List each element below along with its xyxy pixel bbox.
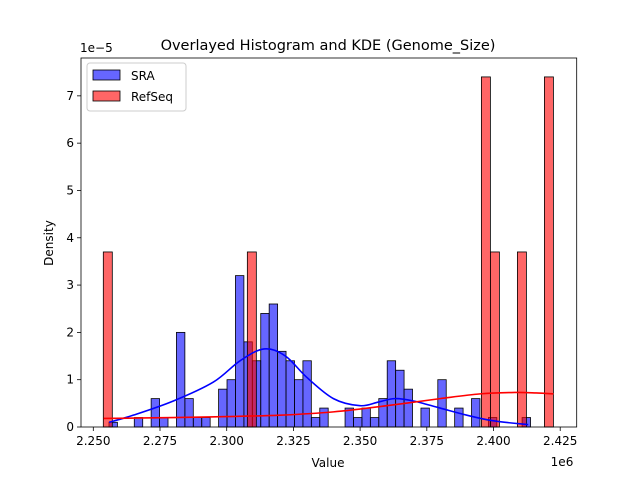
legend-swatch-sra	[92, 69, 121, 81]
bar-refseq	[480, 76, 491, 428]
y-tick-label: 7	[66, 89, 74, 103]
bar-sra	[268, 303, 279, 428]
legend-swatch-refseq	[92, 90, 121, 102]
bar-refseq	[246, 251, 257, 428]
bar-sra	[294, 379, 304, 428]
y-offset-label: 1e−5	[80, 41, 113, 55]
x-offset-label: 1e6	[551, 455, 574, 469]
bar-sra	[353, 417, 363, 428]
y-tick-label: 4	[66, 231, 74, 245]
plot-frame	[80, 57, 578, 428]
kde-line-sra	[108, 348, 529, 426]
x-tick-label: 2.375	[410, 434, 444, 448]
bar-sra	[310, 417, 321, 428]
x-axis-label: Value	[312, 456, 345, 470]
y-axis-label: Density	[42, 220, 56, 266]
bar-sra	[454, 407, 464, 428]
bar-refseq	[516, 251, 527, 428]
legend-label-refseq: RefSeq	[131, 90, 173, 104]
bar-sra	[201, 417, 211, 428]
x-tick-label: 2.275	[143, 434, 177, 448]
bar-refseq	[489, 251, 500, 428]
bar-sra	[176, 331, 186, 428]
bar-sra	[150, 398, 160, 428]
bar-sra	[319, 407, 329, 428]
y-tick-label: 2	[66, 325, 74, 339]
y-tick-label: 6	[66, 136, 74, 150]
bar-sra	[302, 360, 312, 428]
bar-sra	[159, 417, 169, 428]
x-tick-label: 2.425	[543, 434, 577, 448]
bar-sra	[437, 379, 447, 428]
bar-refseq	[544, 76, 554, 428]
bar-sra	[471, 398, 481, 428]
y-tick-label: 5	[66, 183, 74, 197]
bar-sra	[420, 407, 430, 428]
bar-sra	[285, 360, 295, 428]
bar-sra	[361, 407, 371, 428]
bar-sra	[403, 388, 413, 428]
bar-sra	[386, 360, 397, 428]
x-tick-label: 2.325	[276, 434, 310, 448]
chart-title: Overlayed Histogram and KDE (Genome_Size…	[161, 38, 496, 54]
bar-refseq	[102, 251, 113, 428]
bar-sra	[235, 275, 245, 428]
bar-sra	[133, 417, 144, 428]
bar-sra	[260, 313, 270, 428]
y-tick-label: 0	[66, 420, 74, 434]
bar-sra	[369, 417, 380, 428]
y-tick-label: 1	[66, 373, 74, 387]
x-tick-label: 2.300	[210, 434, 244, 448]
bar-sra	[192, 417, 203, 428]
bar-sra	[378, 398, 388, 428]
bar-sra	[184, 398, 194, 428]
x-tick-label: 2.400	[476, 434, 510, 448]
y-tick-label: 3	[66, 278, 74, 292]
legend-label-sra: SRA	[131, 69, 155, 83]
kde-line-refseq	[103, 391, 554, 420]
legend: SRA RefSeq	[86, 62, 187, 112]
x-tick-label: 2.250	[76, 434, 110, 448]
bar-sra	[226, 379, 236, 428]
bar-sra	[218, 388, 228, 428]
x-tick-label: 2.350	[343, 434, 377, 448]
